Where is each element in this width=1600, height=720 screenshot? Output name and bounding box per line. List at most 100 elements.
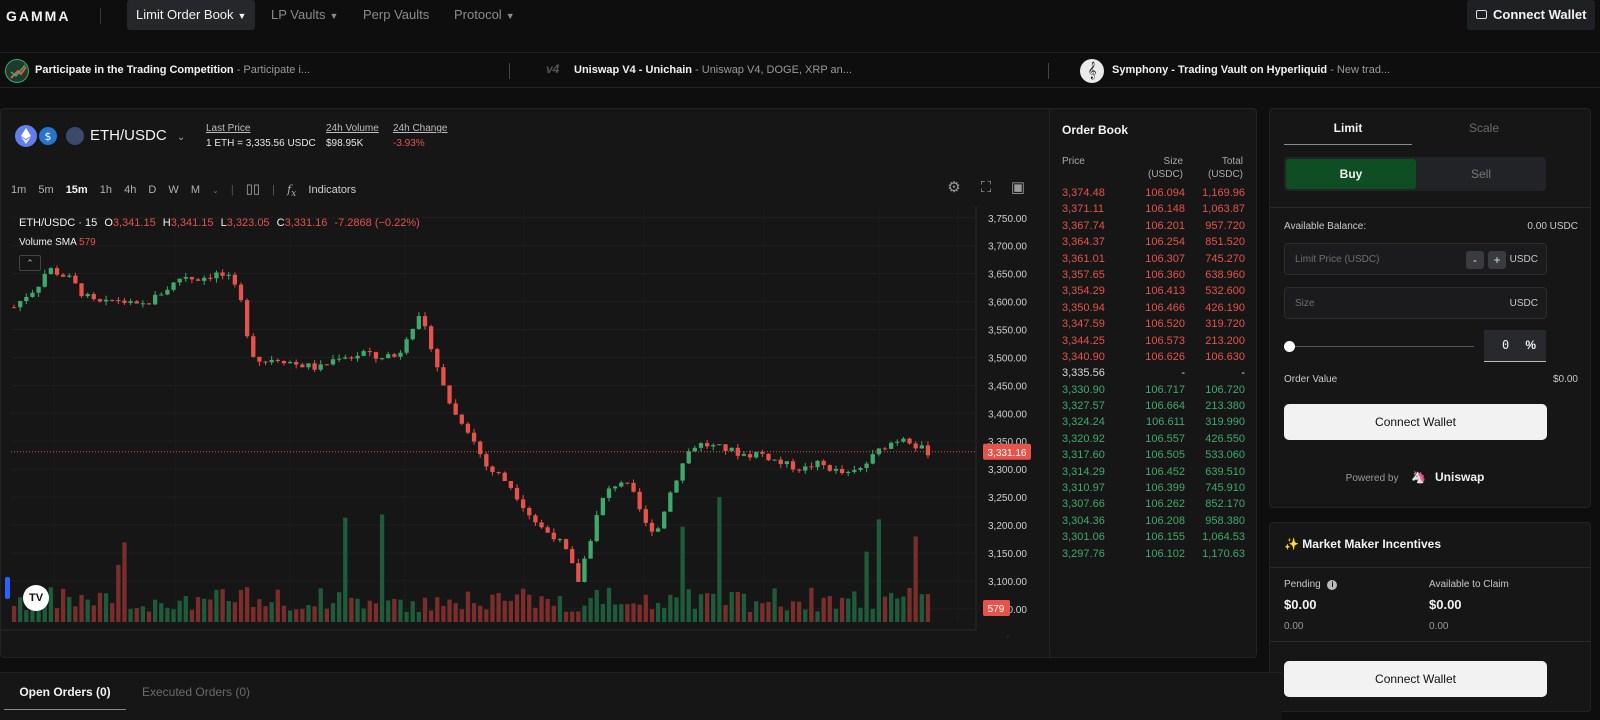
nav-protocol[interactable]: Protocol ▼ [445, 0, 524, 30]
candle-body [490, 466, 495, 473]
candle-body [165, 289, 170, 295]
timeframe-d[interactable]: D [148, 184, 157, 196]
tab-open-orders[interactable]: Open Orders (0) [4, 685, 126, 710]
scroll-indicator [5, 577, 10, 599]
collapse-legend-button[interactable]: ⌃ [19, 255, 41, 271]
volume-bar [527, 594, 532, 622]
ob-bid-row[interactable]: 3,314.29 106.452 639.510 [1050, 465, 1258, 481]
timeframe-1h[interactable]: 1h [99, 184, 113, 196]
ob-ask-row[interactable]: 3,340.90 106.626 106.630 [1050, 350, 1258, 366]
ob-mid-row[interactable]: 3,335.56 - - [1050, 366, 1258, 382]
nav-limit-order-book[interactable]: Limit Order Book ▼ [127, 0, 256, 30]
ob-bid-row[interactable]: 3,307.66 106.262 852.170 [1050, 497, 1258, 513]
timeframe-w[interactable]: W [168, 184, 179, 196]
tab-scale[interactable]: Scale [1468, 121, 1500, 135]
candle-body [379, 358, 385, 360]
volume-bar [220, 589, 225, 622]
increment-button[interactable]: + [1488, 251, 1506, 269]
percent-input[interactable]: 0 % [1484, 330, 1546, 362]
volume-bar [244, 587, 250, 622]
change-label[interactable]: 24h Change [393, 123, 448, 134]
size-input[interactable]: Size USDC [1284, 287, 1547, 319]
candle-body [502, 472, 507, 482]
limit-price-input[interactable]: Limit Price (USDC) - + USDC [1284, 243, 1547, 275]
volume-bar [520, 588, 526, 622]
volume-bar [864, 551, 869, 622]
nav-perp-vaults[interactable]: Perp Vaults [354, 0, 438, 30]
volume-bar [312, 606, 317, 622]
last-price-label[interactable]: Last Price [206, 123, 251, 134]
ob-bid-row[interactable]: 3,297.76 106.102 1,170.63 [1050, 547, 1258, 563]
last-price-tag-bg [983, 443, 1031, 460]
ob-bid-row[interactable]: 3,330.90 106.717 106.720 [1050, 383, 1258, 399]
nav-lp-vaults[interactable]: LP Vaults ▼ [262, 0, 347, 30]
eth-icon [15, 125, 37, 147]
timeframe-4h[interactable]: 4h [124, 184, 137, 196]
size-slider-track[interactable] [1284, 346, 1474, 347]
timeframe-m[interactable]: M [190, 184, 201, 196]
ob-ask-row[interactable]: 3,344.25 106.573 213.200 [1050, 334, 1258, 350]
candle-body [238, 284, 244, 301]
candle-body [723, 444, 728, 452]
sell-button[interactable]: Sell [1470, 167, 1491, 181]
ob-bid-row[interactable]: 3,301.06 106.155 1,064.53 [1050, 530, 1258, 546]
ob-ask-row[interactable]: 3,374.48 106.094 1,169.96 [1050, 186, 1258, 202]
gamma-logo[interactable]: GAMMA [6, 8, 71, 24]
indicators-button[interactable]: Indicators [308, 184, 357, 196]
ob-col-size: Size (USDC) [1148, 155, 1183, 181]
tab-limit[interactable]: Limit [1284, 117, 1412, 145]
ticker-item[interactable]: v4 Uniswap V4 - Unichain - Uniswap V4, D… [546, 62, 852, 76]
ob-ask-row[interactable]: 3,364.37 106.254 851.520 [1050, 235, 1258, 251]
fullscreen-icon[interactable]: ⛶ [980, 179, 992, 196]
ticker-item[interactable]: Participate in the Trading Competition -… [5, 59, 310, 83]
info-icon[interactable]: i [1327, 580, 1338, 590]
connect-wallet-button[interactable]: Connect Wallet [1284, 404, 1547, 440]
announcement-ticker: Participate in the Trading Competition -… [0, 52, 1600, 88]
volume-bar [73, 606, 78, 622]
timeframe-5m[interactable]: 5m [38, 184, 54, 196]
volume-bar [152, 599, 158, 622]
ob-bid-row[interactable]: 3,310.97 106.399 745.910 [1050, 481, 1258, 497]
volume-tag: 579 [988, 604, 1005, 615]
tradingview-logo[interactable]: TV [23, 585, 49, 611]
fx-icon[interactable]: fx [287, 183, 297, 200]
ob-total: 958.380 [1205, 514, 1245, 527]
price-chart[interactable]: 3,750.00 3,700.00 3,650.00 3,600.00 3,550.00… [1, 207, 1041, 637]
candle-body [453, 403, 458, 415]
ob-ask-row[interactable]: 3,357.65 106.360 638.960 [1050, 268, 1258, 284]
mm-connect-wallet-button[interactable]: Connect Wallet [1284, 661, 1547, 697]
ob-bid-row[interactable]: 3,304.36 106.208 958.380 [1050, 514, 1258, 530]
candle-body [741, 454, 747, 456]
ob-ask-row[interactable]: 3,367.74 106.201 957.720 [1050, 219, 1258, 235]
price-tick-label: 3,600.00 [988, 298, 1027, 309]
ob-ask-row[interactable]: 3,354.29 106.413 532.600 [1050, 284, 1258, 300]
ticker-item[interactable]: 𝄞 Symphony - Trading Vault on Hyperliqui… [1080, 59, 1390, 83]
timeframe-15m[interactable]: 15m [65, 184, 88, 196]
ob-ask-row[interactable]: 3,347.59 106.520 319.720 [1050, 317, 1258, 333]
volume-label[interactable]: 24h Volume [326, 123, 379, 134]
ob-bid-row[interactable]: 3,317.60 106.505 533.060 [1050, 448, 1258, 464]
connect-wallet-button[interactable]: Connect Wallet [1467, 0, 1595, 30]
volume-bar [747, 611, 753, 622]
buy-button[interactable]: Buy [1286, 159, 1416, 189]
timeframe-1m[interactable]: 1m [11, 184, 27, 196]
ob-ask-row[interactable]: 3,361.01 106.307 745.270 [1050, 252, 1258, 268]
tab-executed-orders[interactable]: Executed Orders (0) [142, 685, 251, 699]
ob-bid-row[interactable]: 3,324.24 106.611 319.990 [1050, 415, 1258, 431]
price-tick-label: 3,550.00 [988, 326, 1027, 337]
ob-size: 106.208 [1145, 514, 1185, 527]
ob-ask-row[interactable]: 3,350.94 106.466 426.190 [1050, 301, 1258, 317]
ob-price: 3,327.57 [1062, 400, 1105, 413]
candle-type-icon[interactable]: ▯▯ [245, 181, 261, 196]
ob-bid-row[interactable]: 3,327.57 106.664 213.380 [1050, 399, 1258, 415]
chevron-down-icon[interactable]: ⌄ [212, 186, 219, 195]
volume-bar [563, 611, 569, 622]
volume-bar [18, 597, 23, 622]
settings-gear-icon[interactable]: ⚙ [947, 179, 961, 196]
size-slider-handle[interactable] [1284, 341, 1295, 352]
ob-bid-row[interactable]: 3,320.92 106.557 426.550 [1050, 432, 1258, 448]
decrement-button[interactable]: - [1466, 251, 1484, 269]
ob-ask-row[interactable]: 3,371.11 106.148 1,063.87 [1050, 202, 1258, 218]
camera-icon[interactable]: ▣ [1010, 179, 1026, 196]
candle-body [195, 279, 201, 281]
